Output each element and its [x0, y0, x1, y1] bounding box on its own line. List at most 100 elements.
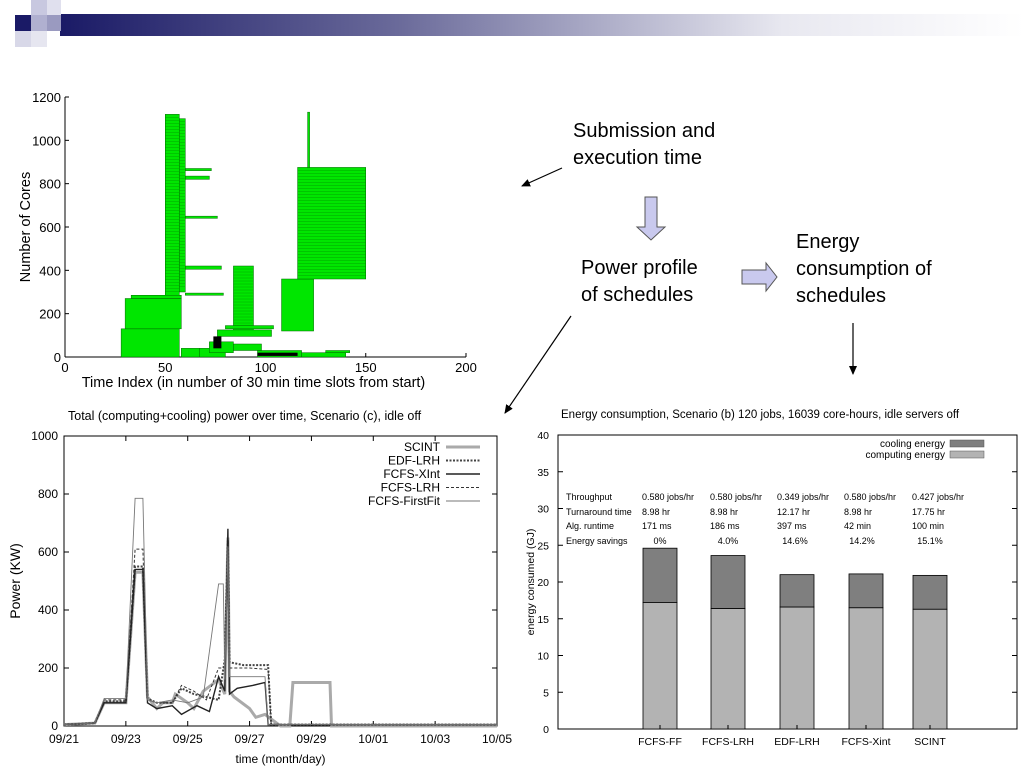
table-row-label: Energy savings: [566, 536, 628, 546]
down-block-arrow-icon: [635, 196, 667, 241]
job-bar: [281, 278, 314, 332]
x-tick-label: FCFS-Xint: [841, 736, 890, 748]
energy-chart-title: Energy consumption, Scenario (b) 120 job…: [561, 409, 960, 421]
table-cell: 397 ms: [777, 521, 807, 531]
legend-label: EDF-LRH: [388, 454, 440, 468]
table-cell: 186 ms: [710, 521, 740, 531]
legend-label: FCFS-LRH: [381, 481, 440, 495]
job-bar: [301, 352, 346, 358]
y-tick-label: 30: [537, 504, 549, 516]
legend-label: computing energy: [866, 450, 946, 461]
right-block-arrow-icon: [741, 261, 778, 293]
header-graphic: [0, 0, 1024, 47]
y-tick-label: 400: [38, 603, 58, 617]
annotation-line: Energy: [796, 231, 860, 253]
y-tick-label: 1000: [31, 429, 58, 443]
bar-computing: [848, 607, 884, 730]
table-cell: 0.580 jobs/hr: [710, 492, 762, 502]
table-cell: 171 ms: [642, 521, 672, 531]
x-tick-label: 50: [158, 360, 172, 375]
bar-cooling: [779, 574, 815, 608]
bar-cooling: [912, 574, 948, 610]
job-bar: [124, 298, 182, 330]
table-cell: 15.1%: [917, 536, 943, 546]
job-bar: [325, 350, 350, 353]
table-cell: 0.580 jobs/hr: [844, 492, 896, 502]
y-axis-label: Number of Cores: [18, 172, 34, 282]
job-bar: [120, 328, 180, 358]
job-bar: [179, 118, 186, 293]
legend-label: SCINT: [404, 440, 441, 454]
table-cell: 0.580 jobs/hr: [642, 492, 694, 502]
bar-cooling: [848, 573, 884, 609]
x-axis-label: time (month/day): [235, 752, 325, 766]
job-bar: [130, 295, 182, 299]
table-cell: 14.6%: [782, 536, 808, 546]
job-bar: [185, 215, 218, 219]
x-tick-label: 10/05: [482, 732, 512, 746]
energy-annotation: Energy consumption of schedules: [796, 229, 932, 310]
bar-cooling: [642, 547, 678, 603]
annotation-line: execution time: [573, 147, 702, 169]
job-bar: [185, 292, 224, 296]
y-tick-label: 200: [39, 307, 61, 322]
y-tick-label: 1200: [32, 90, 61, 105]
y-tick-label: 0: [51, 719, 58, 733]
x-tick-label: EDF-LRH: [774, 736, 820, 748]
x-axis-label: Time Index (in number of 30 min time slo…: [82, 375, 426, 391]
arrow-to-schedule: [521, 167, 563, 187]
table-cell: 42 min: [844, 521, 871, 531]
submission-annotation: Submission and execution time: [573, 118, 715, 172]
x-tick-label: 10/01: [358, 732, 388, 746]
x-tick-label: 09/25: [173, 732, 203, 746]
table-cell: 0%: [653, 536, 666, 546]
job-bar: [181, 348, 200, 358]
y-tick-label: 35: [537, 467, 549, 479]
power-chart: 0 200 400 600 800 1000 09/21 09/23 09/25 09/27 09/…: [7, 429, 512, 766]
bar-computing: [912, 608, 948, 730]
y-tick-label: 10: [537, 651, 549, 663]
table-cell: 8.98 hr: [710, 507, 738, 517]
annotation-line: Power profile: [581, 257, 698, 279]
table-row-label: Turnaround time: [566, 507, 632, 517]
power-chart-title: Total (computing+cooling) power over tim…: [68, 409, 422, 423]
y-tick-label: 800: [39, 177, 61, 192]
legend-swatch: [949, 439, 985, 448]
slide-header-decoration: [0, 0, 1024, 62]
table-row-label: Throughput: [566, 492, 613, 502]
legend-label: cooling energy: [880, 439, 945, 450]
y-tick-label: 400: [39, 263, 61, 278]
table-cell: 0.349 jobs/hr: [777, 492, 829, 502]
y-tick-label: 200: [38, 661, 58, 675]
table-cell: 17.75 hr: [912, 507, 945, 517]
y-tick-label: 800: [38, 487, 58, 501]
series-line: [63, 537, 497, 728]
y-tick-label: 0: [543, 724, 549, 736]
table-cell: 8.98 hr: [844, 507, 872, 517]
job-bars: [120, 111, 366, 358]
job-bar: [185, 168, 212, 171]
table-cell: 0.427 jobs/hr: [912, 492, 964, 502]
schedule-chart: 0 200 400 600 800 1000 1200 0 50 100 150 200 Time In…: [18, 90, 477, 391]
table-cell: 14.2%: [849, 536, 875, 546]
job-bar: [185, 175, 210, 180]
x-tick-label: 09/29: [296, 732, 326, 746]
job-bar: [307, 111, 310, 168]
y-tick-label: 1000: [32, 133, 61, 148]
annotation-line: of schedules: [581, 284, 694, 306]
y-tick-label: 15: [537, 614, 549, 626]
table-cell: 4.0%: [718, 536, 739, 546]
x-tick-label: 150: [355, 360, 377, 375]
job-bar: [217, 329, 272, 337]
x-tick-label: FCFS-LRH: [702, 736, 754, 748]
power-profile-annotation: Power profile of schedules: [581, 255, 698, 309]
job-bar: [225, 325, 274, 330]
y-tick-label: 5: [543, 687, 549, 699]
x-tick-label: 10/03: [420, 732, 450, 746]
job-bar: [233, 265, 254, 332]
table-cell: 100 min: [912, 521, 944, 531]
x-tick-label: 09/23: [111, 732, 141, 746]
annotation-line: schedules: [796, 285, 887, 307]
y-tick-label: 20: [537, 577, 549, 589]
x-tick-label: 0: [61, 360, 68, 375]
